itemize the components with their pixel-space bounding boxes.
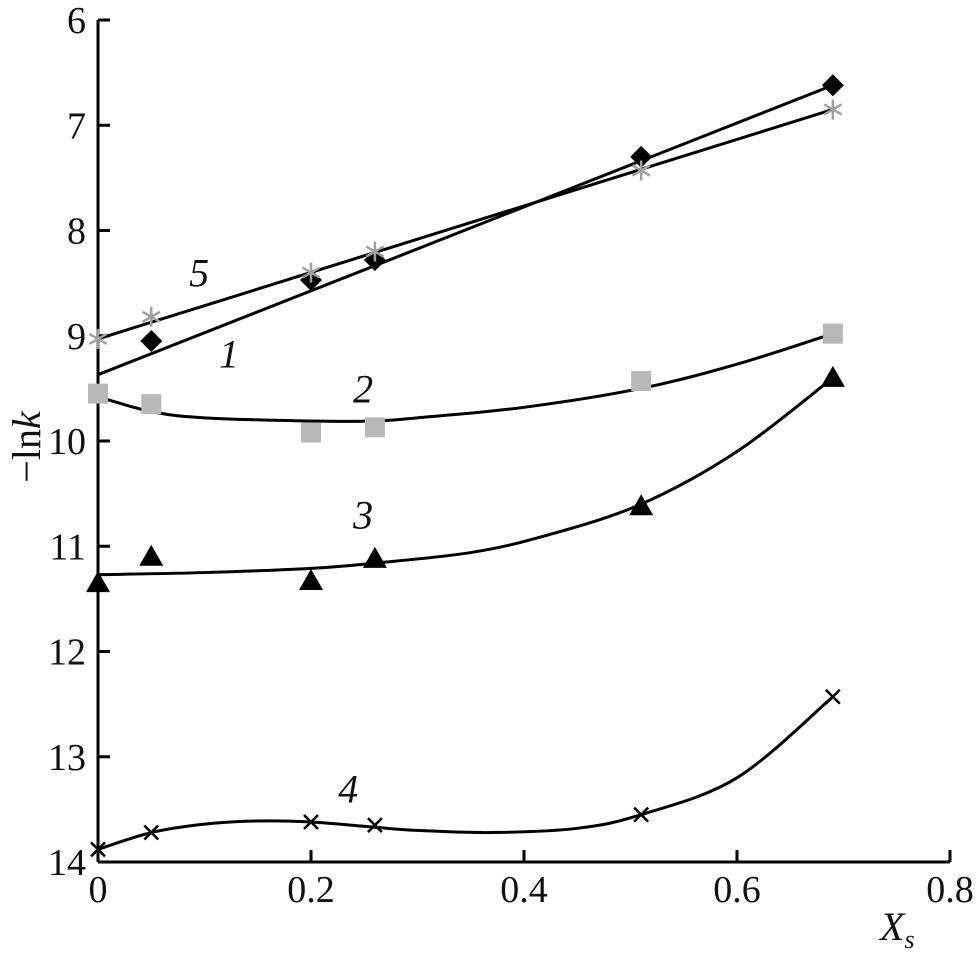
data-point-series-5 (301, 262, 321, 283)
data-point-series-5 (365, 241, 385, 262)
curve-label-2: 2 (353, 366, 373, 411)
data-point-series-4 (143, 824, 160, 841)
data-point-series-3 (299, 568, 323, 590)
x-axis-title: Xs (878, 904, 915, 954)
data-point-series-4 (303, 814, 319, 830)
y-tick-label: 8 (67, 211, 86, 253)
fit-curve-3 (97, 376, 834, 577)
fit-curves (97, 83, 834, 851)
curve-label-3: 3 (352, 493, 373, 538)
curve-labels: 51 2 3 4 (189, 251, 373, 812)
data-point-series-3 (362, 546, 387, 568)
y-tick-label: 13 (48, 737, 86, 779)
data-point-series-2 (141, 394, 162, 415)
data-point-series-5 (631, 160, 651, 181)
x-tick-label: 0.4 (500, 869, 548, 911)
y-tick-label: 10 (48, 421, 86, 463)
data-point-series-4 (633, 806, 650, 823)
data-point-series-2 (631, 371, 652, 392)
axes (96, 20, 950, 864)
x-axis-title-subscript: s (904, 925, 914, 954)
data-point-series-3 (86, 571, 110, 593)
data-point-series-4 (367, 817, 383, 834)
data-point-series-3 (139, 544, 164, 566)
x-tick-label: 0.2 (287, 869, 335, 911)
data-point-series-5 (88, 328, 108, 349)
fit-curve-5 (97, 108, 834, 341)
data-point-series-2 (301, 422, 321, 443)
data-point-series-1 (140, 330, 163, 353)
data-point-series-1 (821, 74, 844, 97)
data-point-series-2 (364, 417, 385, 438)
y-tick-label: 11 (49, 526, 86, 568)
y-axis-title: −lnk (4, 410, 49, 483)
data-markers (86, 74, 845, 858)
x-tick-label: 0.8 (926, 869, 974, 911)
x-tick-label: 0.6 (713, 869, 761, 911)
y-tick-label: 7 (67, 105, 86, 147)
curve-label-1: 1 (219, 332, 239, 377)
fit-curve-4 (97, 695, 834, 851)
curve-label-5: 5 (189, 251, 209, 296)
y-tick-label: 6 (67, 0, 86, 42)
data-point-series-2 (88, 383, 108, 404)
y-axis-title-italic: k (4, 410, 49, 429)
data-point-series-5 (141, 306, 161, 327)
data-point-series-3 (820, 365, 845, 387)
data-point-series-3 (629, 494, 654, 516)
data-point-series-4 (824, 688, 841, 705)
data-point-series-2 (822, 323, 843, 344)
y-axis-title-main: −ln (4, 429, 49, 483)
fit-curve-2 (97, 332, 834, 423)
data-point-series-1 (630, 145, 653, 168)
y-tick-label: 9 (67, 316, 86, 358)
fit-curve-1 (97, 83, 834, 377)
x-axis-title-main: X (878, 904, 906, 949)
curve-label-4: 4 (338, 766, 358, 811)
y-tick-label: 12 (48, 632, 86, 674)
data-point-series-5 (823, 99, 843, 120)
data-point-series-4 (90, 841, 106, 858)
x-tick-label: 0 (89, 869, 108, 911)
y-tick-label: 14 (48, 842, 86, 884)
